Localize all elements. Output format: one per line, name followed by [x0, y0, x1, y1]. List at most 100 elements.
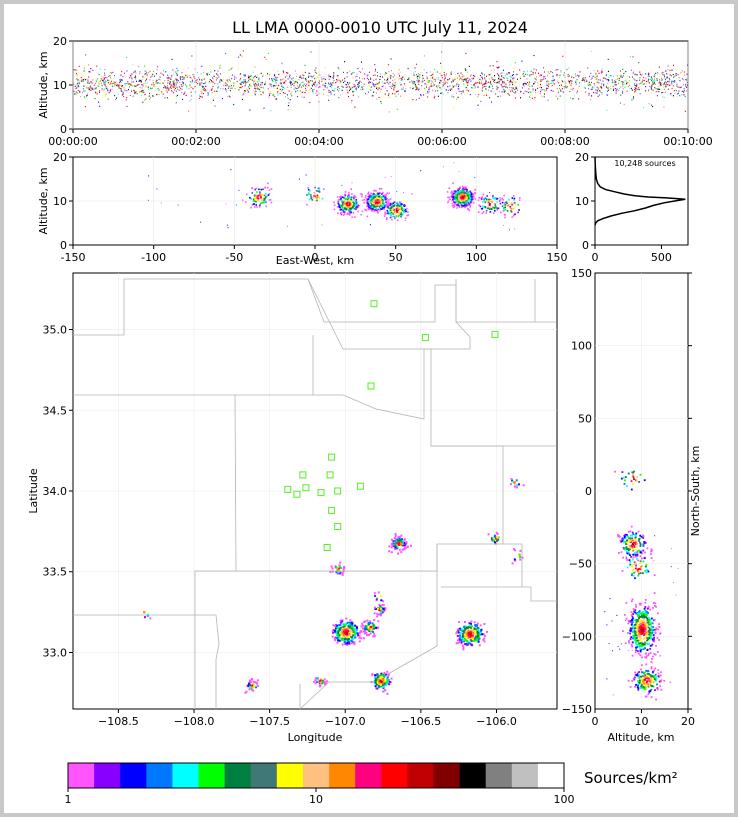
time-source-point [431, 74, 433, 76]
time-source-point [618, 79, 620, 81]
time-source-point [600, 71, 602, 73]
time-source-point [512, 88, 514, 90]
eastwest-source-point [466, 190, 468, 193]
time-source-point [663, 83, 665, 85]
eastwest-source-point [230, 169, 232, 171]
time-source-point [466, 71, 468, 73]
time-source-point [201, 85, 203, 87]
plan-source-point [377, 682, 379, 685]
time-source-point [191, 81, 193, 83]
eastwest-source-point [506, 210, 509, 212]
time-source-point [651, 88, 653, 90]
time-source-point [638, 87, 640, 89]
time-source-point [443, 73, 445, 76]
time-source-point [159, 76, 161, 78]
plan-source-point [487, 533, 490, 536]
time-source-point [666, 84, 668, 86]
plan-source-point [342, 570, 345, 573]
time-source-point [249, 84, 250, 86]
time-source-point [658, 82, 660, 84]
time-source-point [200, 73, 202, 75]
eastwest-source-point [370, 206, 373, 209]
plan-source-point [493, 541, 496, 544]
time-source-point [586, 80, 588, 82]
eastwest-xtick-label: 50 [389, 251, 403, 264]
time-source-point [240, 86, 242, 89]
time-source-point [667, 65, 669, 67]
plan-view-grid [73, 273, 557, 709]
time-source-point [212, 78, 214, 80]
plan-source-point [335, 632, 338, 635]
time-source-point [631, 76, 633, 78]
time-source-point [569, 84, 571, 86]
plan-source-point [497, 536, 500, 539]
plan-source-point [353, 633, 356, 636]
eastwest-source-point [505, 201, 507, 204]
plan-source-point [336, 630, 339, 633]
time-source-point [574, 73, 576, 75]
time-source-point [665, 70, 667, 72]
plan-source-point [353, 630, 356, 633]
time-source-point [271, 78, 272, 80]
plan-source-point [463, 633, 466, 636]
time-source-point [671, 87, 673, 89]
time-source-point [77, 81, 79, 83]
eastwest-source-point [225, 203, 227, 205]
eastwest-source-point [378, 203, 381, 206]
eastwest-source-point [147, 199, 149, 201]
time-source-point [559, 74, 561, 76]
time-source-point [315, 92, 317, 94]
time-source-point [683, 89, 685, 91]
time-source-point [422, 75, 424, 77]
time-source-point [293, 82, 295, 85]
time-source-point [671, 81, 672, 83]
time-source-point [414, 71, 416, 73]
time-source-point [141, 80, 142, 82]
eastwest-source-point [457, 188, 459, 190]
plan-source-point [375, 687, 378, 690]
time-source-point [225, 84, 227, 87]
time-source-point [111, 72, 113, 74]
eastwest-source-point [463, 194, 465, 196]
time-xtick-label: 00:00:00 [48, 135, 97, 148]
time-source-point [651, 78, 653, 80]
time-source-point [329, 83, 331, 85]
time-xtick-label: 00:04:00 [294, 135, 343, 148]
time-source-point [599, 94, 601, 96]
time-source-point [374, 64, 376, 66]
time-source-point [551, 84, 553, 87]
time-source-point [190, 86, 192, 88]
eastwest-source-point [376, 192, 379, 195]
time-source-point [290, 84, 292, 86]
plan-source-point [514, 559, 517, 562]
time-source-point [76, 92, 78, 94]
time-source-point [317, 77, 319, 79]
eastwest-source-point [341, 213, 343, 215]
eastwest-source-point [355, 205, 358, 208]
eastwest-source-point [451, 205, 454, 207]
eastwest-source-point [389, 204, 392, 206]
time-source-point [497, 73, 498, 75]
time-source-point [130, 75, 132, 77]
time-source-point [471, 87, 473, 89]
time-source-point [152, 82, 154, 84]
time-source-point [141, 87, 143, 89]
eastwest-source-point [344, 205, 347, 208]
eastwest-source-point [459, 198, 461, 200]
time-source-point [631, 99, 633, 101]
time-source-point [220, 73, 221, 75]
eastwest-source-point [246, 193, 248, 195]
eastwest-source-point [337, 200, 340, 203]
time-source-point [455, 92, 457, 94]
time-source-point [533, 83, 535, 85]
eastwest-source-point [252, 203, 255, 205]
eastwest-source-point [492, 206, 494, 209]
eastwest-source-point [389, 212, 391, 215]
time-source-point [389, 81, 390, 83]
time-source-point [627, 86, 629, 88]
eastwest-source-point [339, 195, 341, 198]
time-source-point [608, 76, 610, 78]
plan-source-point [367, 625, 370, 628]
time-source-point [108, 79, 110, 82]
plan-source-point [371, 673, 374, 676]
